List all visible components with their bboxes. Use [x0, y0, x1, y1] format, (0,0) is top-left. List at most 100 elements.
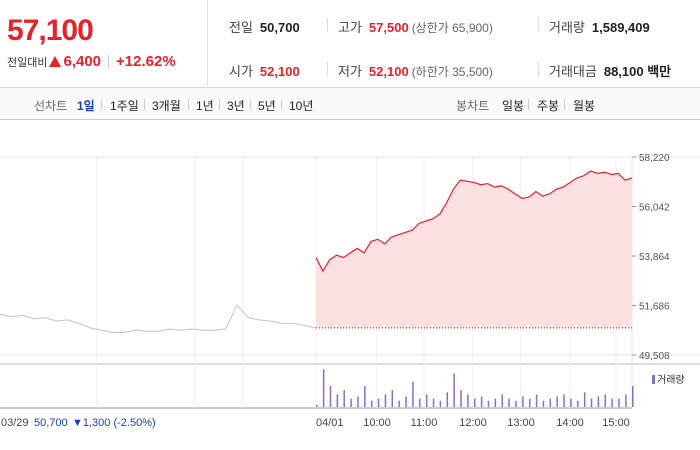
tab-weekly-candle[interactable]: 주봉 — [537, 99, 560, 113]
volume-bar — [474, 398, 476, 407]
volume-bar — [508, 398, 510, 407]
prev-day-change: ▼1,300 (-2.50%) — [72, 417, 156, 429]
volume-bar — [425, 394, 428, 407]
volume-bar — [419, 398, 421, 407]
price-change-row: 전일대비 6,400 +12.62% — [7, 53, 176, 70]
stat-value: 50,700 — [259, 20, 300, 35]
diff-percent: +12.62% — [116, 53, 176, 70]
y-tick-label: 51,686 — [639, 302, 670, 313]
divider — [108, 54, 110, 69]
volume-bar — [535, 394, 538, 407]
stat-value: 52,100 — [368, 64, 409, 79]
today-series — [315, 170, 633, 273]
divider — [188, 99, 189, 110]
prev-day-series — [0, 304, 317, 334]
price-chart-svg[interactable]: 58,220 56,042 53,864 51,686 49,508 거래량 03/29… — [0, 120, 700, 450]
stat-label: 저가 — [338, 64, 362, 79]
tab-3-years[interactable]: 3년 — [227, 99, 245, 113]
volume-bar — [364, 386, 366, 407]
stat-low: 저가 52,100 (하한가 35,500) — [338, 61, 493, 80]
volume-bar — [556, 396, 558, 407]
volume-bar — [604, 394, 607, 407]
volume-bar — [336, 394, 339, 407]
stat-value: 52,100 — [259, 64, 300, 79]
volume-bar — [316, 404, 318, 407]
stat-volume: 거래량 1,589,409 — [549, 17, 650, 36]
volume-bar — [494, 398, 497, 407]
volume-bar — [632, 386, 634, 407]
divider — [538, 62, 539, 76]
x-tick-label: 04/01 — [316, 417, 344, 429]
volume-bar — [467, 394, 469, 407]
line-chart-label: 선차트 — [34, 99, 68, 113]
stat-value: 1,589,409 — [591, 20, 650, 35]
prev-day-close: 50,700 — [34, 417, 68, 429]
stat-amount: 거래대금 88,100 백만 — [549, 61, 671, 80]
volume-bar — [549, 398, 552, 407]
price-block: 57,100 전일대비 6,400 +12.62% — [0, 0, 208, 88]
volume-bar — [329, 386, 332, 407]
volume-bar — [398, 400, 400, 407]
tab-10-years[interactable]: 10년 — [289, 99, 314, 113]
tab-1-day[interactable]: 1일 — [77, 99, 95, 113]
up-triangle-icon — [49, 56, 62, 67]
x-tick-label: 12:00 — [459, 417, 487, 429]
x-tick-label: 03/29 — [1, 417, 29, 429]
stat-label: 거래대금 — [549, 64, 597, 79]
tab-3-months[interactable]: 3개월 — [152, 99, 181, 113]
divider — [219, 99, 220, 110]
tab-monthly-candle[interactable]: 월봉 — [573, 99, 596, 113]
volume-bar — [542, 400, 545, 407]
x-axis: 03/29 04/01 10:00 11:00 12:00 13:00 14:00 15:00… — [1, 417, 630, 429]
tab-daily-candle[interactable]: 일봉 — [502, 99, 525, 113]
volume-bar — [446, 392, 449, 407]
volume-legend-swatch — [652, 375, 655, 384]
stat-high: 고가 57,500 (상한가 65,900) — [338, 17, 493, 36]
stat-label: 거래량 — [549, 20, 585, 35]
x-tick-label: 13:00 — [507, 417, 535, 429]
volume-bar — [453, 373, 455, 407]
volume-bar — [405, 396, 407, 407]
volume-bar — [350, 398, 352, 407]
upper-limit: (상한가 65,900) — [411, 21, 493, 35]
volume-bar — [432, 398, 435, 407]
tab-5-years[interactable]: 5년 — [258, 99, 276, 113]
prev-day-line — [0, 304, 317, 334]
volume-bar — [370, 400, 373, 407]
divider — [564, 99, 565, 110]
stat-prev-close: 전일 50,700 — [229, 17, 300, 36]
divider — [144, 99, 145, 110]
diff-label: 전일대비 — [7, 56, 48, 69]
stat-label: 고가 — [338, 20, 362, 35]
tab-1-week[interactable]: 1주일 — [110, 99, 139, 113]
stat-open: 시가 52,100 — [229, 61, 300, 80]
current-price: 57,100 — [7, 14, 94, 47]
volume-bar — [570, 398, 572, 407]
volume-bar — [618, 398, 620, 407]
chart-tab-bar: 선차트 1일 1주일 3개월 1년 3년 5년 10년 봉차트 일봉 주봉 월봉 — [0, 88, 700, 120]
lower-limit: (하한가 35,500) — [411, 65, 493, 79]
x-tick-label: 10:00 — [363, 417, 391, 429]
divider — [528, 99, 529, 110]
divider — [250, 99, 251, 110]
today-line — [315, 170, 633, 273]
price-chart[interactable]: 58,220 56,042 53,864 51,686 49,508 거래량 03/29… — [0, 120, 700, 450]
volume-bar — [412, 381, 414, 407]
volume-bar — [487, 400, 490, 407]
volume-bar — [377, 398, 380, 407]
tab-1-year[interactable]: 1년 — [196, 99, 214, 113]
volume-bar — [577, 400, 579, 407]
volume-bars: 거래량 — [316, 369, 685, 407]
y-axis: 58,220 56,042 53,864 51,686 49,508 — [632, 153, 670, 362]
volume-bar — [590, 398, 593, 407]
divider — [327, 18, 328, 32]
stat-label: 전일 — [229, 20, 253, 35]
y-tick-label: 56,042 — [639, 203, 670, 214]
volume-bar — [625, 394, 627, 407]
quote-panel: 57,100 전일대비 6,400 +12.62% 전일 50,700 시가 5… — [0, 0, 700, 88]
volume-bar — [515, 400, 517, 407]
stat-value: 88,100 백만 — [603, 64, 672, 79]
volume-bar — [597, 396, 600, 407]
volume-bar — [343, 390, 345, 407]
today-area-fill — [316, 171, 632, 328]
